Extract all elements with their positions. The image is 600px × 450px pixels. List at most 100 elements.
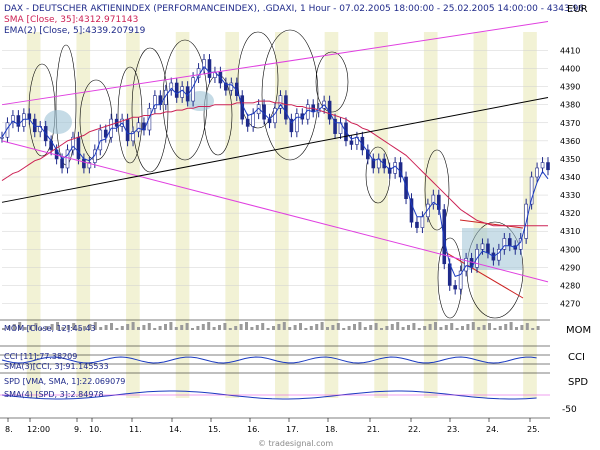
y-tick-label: 4380	[560, 101, 580, 110]
x-tick-label: 16.	[247, 425, 260, 434]
cci-label: CCI	[568, 352, 585, 363]
mom-bar	[282, 322, 286, 330]
mom-bar	[326, 327, 329, 330]
price-candle	[497, 249, 501, 261]
analysis-ellipse	[117, 66, 143, 164]
x-axis: 8. 12:00 9. 10. 11. 14. 15. 16. 17. 18. 21. 22. 23. 2…	[5, 418, 540, 434]
mom-bar	[201, 324, 205, 330]
price-candle	[16, 115, 21, 127]
analysis-ellipse	[131, 47, 169, 173]
price-candle	[202, 59, 206, 69]
y-tick-label: 4370	[560, 119, 580, 128]
price-candle	[180, 86, 184, 98]
price-candle	[191, 77, 195, 102]
x-tick-label: 10.	[89, 425, 102, 434]
price-candle	[125, 118, 130, 142]
mom-bar	[272, 326, 275, 330]
price-candle	[284, 95, 288, 120]
time-band	[275, 32, 289, 398]
price-candle	[420, 216, 425, 228]
mom-bar	[50, 324, 54, 330]
price-candle	[251, 113, 255, 127]
mom-legend: MOM [Close, 12]:45.43	[4, 324, 96, 333]
y-tick-label: 4330	[560, 191, 580, 200]
mom-bar	[304, 328, 308, 330]
mom-bar	[482, 325, 486, 330]
mom-bar	[531, 328, 535, 330]
price-candle	[60, 158, 64, 169]
mom-bar	[115, 328, 119, 330]
price-candle	[333, 118, 337, 134]
mom-bar	[423, 326, 427, 330]
price-candle	[540, 162, 545, 169]
price-candle	[273, 108, 277, 124]
mom-bar	[99, 327, 103, 330]
mom-bar	[104, 325, 108, 330]
mom-bar	[212, 327, 216, 330]
trendline-upper-channel	[1, 21, 549, 106]
mom-bar	[196, 326, 200, 330]
price-candle	[349, 140, 354, 145]
mom-bar	[471, 322, 475, 330]
mom-bar	[207, 322, 211, 330]
price-candle	[82, 158, 86, 169]
y-tick-label: 4300	[560, 245, 580, 254]
mom-bar	[174, 327, 178, 330]
mom-bar	[137, 327, 140, 330]
price-candle	[11, 115, 15, 124]
cci-legend: CCI [11]:77.38209	[4, 352, 77, 361]
mom-bar	[169, 322, 173, 330]
mom-bar	[385, 326, 389, 330]
price-candle	[245, 118, 250, 127]
mom-bar	[434, 322, 437, 330]
price-candle	[76, 136, 81, 160]
price-candle	[0, 136, 4, 139]
mom-bar	[18, 322, 22, 330]
highlight-ellipse	[44, 110, 72, 134]
y-tick-label: 4280	[560, 281, 580, 290]
time-band	[126, 32, 140, 398]
spd-line	[1, 390, 537, 400]
price-candle	[262, 104, 266, 120]
y-tick-label: 4270	[560, 300, 580, 309]
price-candle	[65, 149, 70, 169]
price-candle	[502, 238, 507, 250]
mom-label: MOM	[566, 325, 591, 336]
mom-bar	[218, 325, 221, 330]
y-tick-label: 4360	[560, 137, 580, 146]
mom-bar	[412, 323, 416, 330]
mom-bar	[93, 322, 97, 330]
mom-bar	[358, 322, 362, 330]
price-candle	[289, 118, 294, 133]
red-channel-upper	[459, 219, 524, 229]
x-tick-label: 17.	[286, 425, 299, 434]
mom-bar	[342, 328, 346, 330]
trendline-trend	[1, 96, 549, 203]
price-candle	[147, 108, 152, 131]
price-candle	[131, 131, 135, 142]
price-candle	[546, 162, 550, 171]
price-candle	[529, 176, 534, 205]
mom-bar	[520, 325, 524, 330]
mom-bar	[525, 323, 529, 330]
ema-legend: EMA(2) [Close, 5]:4339.207919	[4, 26, 146, 36]
time-band	[225, 32, 240, 398]
price-candle	[300, 113, 305, 120]
mom-bar	[288, 327, 292, 330]
mom-bar	[77, 328, 81, 330]
price-candle	[278, 95, 283, 109]
mom-bar	[401, 327, 405, 330]
price-candle	[453, 285, 457, 290]
time-band	[374, 32, 388, 398]
mom-bar	[336, 323, 340, 330]
x-tick-label: 25.	[527, 425, 540, 434]
price-candle	[87, 162, 92, 169]
mom-bar	[515, 327, 518, 330]
mom-bar	[153, 328, 157, 330]
spd-legend: SPD [VMA, SMA, 1]:22.069079	[4, 377, 125, 386]
mom-bar	[498, 326, 502, 330]
time-bands	[26, 32, 537, 398]
mom-bar	[88, 324, 92, 330]
mom-bar	[266, 328, 270, 330]
